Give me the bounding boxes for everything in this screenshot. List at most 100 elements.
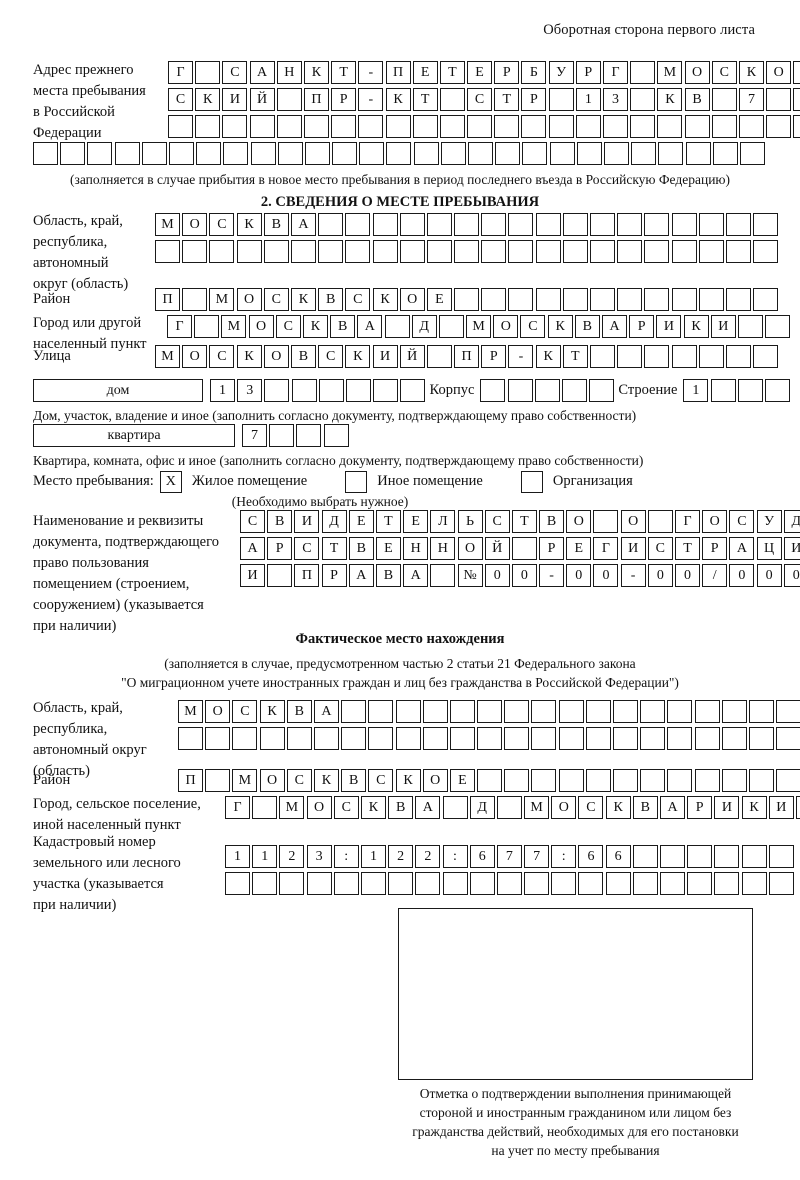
char-cell[interactable] — [660, 845, 685, 868]
char-cell[interactable]: Р — [321, 564, 347, 587]
char-cell[interactable] — [313, 727, 339, 750]
char-cell[interactable]: И — [222, 88, 248, 111]
char-cell[interactable]: К — [385, 88, 411, 111]
char-cell[interactable]: О — [457, 537, 483, 560]
char-cell[interactable]: М — [178, 700, 203, 723]
char-cell[interactable] — [617, 213, 643, 236]
char-cell[interactable]: К — [236, 213, 262, 236]
char-cell[interactable]: А — [290, 213, 316, 236]
char-cell[interactable]: П — [155, 288, 180, 311]
char-cell[interactable] — [345, 240, 371, 263]
char-cell[interactable]: В — [267, 510, 293, 533]
char-cell[interactable]: 7 — [496, 845, 522, 868]
char-cell[interactable]: В — [375, 564, 401, 587]
char-cell[interactable] — [741, 845, 767, 868]
char-cell[interactable]: О — [182, 345, 208, 368]
char-cell[interactable] — [667, 727, 693, 750]
char-cell[interactable] — [698, 240, 724, 263]
char-cell[interactable]: А — [348, 564, 374, 587]
char-cell[interactable] — [426, 345, 452, 368]
char-cell[interactable]: А — [240, 537, 265, 560]
char-cell[interactable]: Т — [494, 88, 520, 111]
char-cell[interactable] — [341, 727, 367, 750]
char-cell[interactable] — [279, 872, 305, 895]
char-cell[interactable]: В — [539, 510, 565, 533]
char-cell[interactable]: - — [539, 564, 565, 587]
char-cell[interactable]: В — [263, 213, 289, 236]
char-cell[interactable] — [558, 769, 584, 792]
char-cell[interactable] — [725, 240, 751, 263]
char-cell[interactable]: Т — [375, 510, 401, 533]
char-cell[interactable]: Л — [430, 510, 456, 533]
char-cell[interactable] — [613, 700, 638, 723]
char-cell[interactable] — [276, 115, 302, 138]
char-cell[interactable]: № — [457, 564, 483, 587]
char-cell[interactable] — [710, 379, 736, 402]
char-cell[interactable]: Р — [539, 537, 565, 560]
char-cell[interactable] — [304, 142, 330, 165]
char-cell[interactable] — [698, 288, 724, 311]
char-cell[interactable]: Р — [629, 315, 655, 338]
char-cell[interactable] — [737, 379, 763, 402]
char-cell[interactable] — [711, 88, 737, 111]
char-cell[interactable] — [617, 240, 643, 263]
char-cell[interactable]: О — [422, 769, 448, 792]
char-cell[interactable] — [630, 61, 656, 84]
char-cell[interactable] — [768, 845, 794, 868]
char-cell[interactable] — [496, 796, 522, 819]
char-cell[interactable]: Н — [403, 537, 429, 560]
char-cell[interactable]: В — [290, 345, 316, 368]
char-cell[interactable]: В — [684, 88, 710, 111]
char-cell[interactable]: С — [263, 288, 289, 311]
char-cell[interactable] — [694, 769, 720, 792]
char-cell[interactable]: М — [155, 213, 180, 236]
char-cell[interactable]: М — [524, 796, 550, 819]
char-cell[interactable] — [318, 240, 344, 263]
char-cell[interactable]: С — [168, 88, 193, 111]
char-cell[interactable] — [331, 115, 357, 138]
char-cell[interactable]: С — [578, 796, 604, 819]
char-cell[interactable] — [590, 213, 615, 236]
stroenie-cells[interactable]: 1 — [683, 379, 792, 402]
char-cell[interactable]: Д — [469, 796, 495, 819]
char-cell[interactable] — [469, 872, 495, 895]
char-cell[interactable] — [667, 769, 693, 792]
char-cell[interactable] — [359, 142, 385, 165]
char-cell[interactable]: П — [303, 88, 329, 111]
char-cell[interactable]: К — [195, 88, 221, 111]
char-cell[interactable] — [494, 115, 520, 138]
char-cell[interactable]: А — [249, 61, 275, 84]
char-cell[interactable] — [504, 727, 530, 750]
char-cell[interactable] — [368, 700, 394, 723]
char-cell[interactable] — [60, 142, 86, 165]
char-cell[interactable]: К — [236, 345, 262, 368]
char-cell[interactable] — [694, 700, 720, 723]
char-cell[interactable] — [430, 564, 456, 587]
char-cell[interactable]: Е — [467, 61, 493, 84]
char-cell[interactable] — [480, 379, 506, 402]
char-cell[interactable]: 6 — [605, 845, 631, 868]
char-cell[interactable]: А — [602, 315, 627, 338]
char-cell[interactable] — [737, 315, 763, 338]
char-cell[interactable]: В — [388, 796, 414, 819]
char-cell[interactable] — [267, 564, 293, 587]
char-cell[interactable] — [249, 115, 275, 138]
char-cell[interactable] — [687, 872, 713, 895]
char-cell[interactable] — [496, 872, 522, 895]
char-cell[interactable]: С — [333, 796, 359, 819]
char-cell[interactable]: О — [248, 315, 274, 338]
char-cell[interactable]: Р — [494, 61, 520, 84]
char-cell[interactable]: Е — [449, 769, 475, 792]
char-cell[interactable] — [630, 115, 656, 138]
char-cell[interactable]: Т — [321, 537, 347, 560]
char-cell[interactable] — [575, 115, 601, 138]
char-cell[interactable] — [439, 88, 465, 111]
char-cell[interactable] — [585, 700, 611, 723]
char-cell[interactable] — [748, 700, 774, 723]
char-cell[interactable]: С — [286, 769, 312, 792]
flat-cells[interactable]: 7 — [242, 424, 351, 447]
char-cell[interactable] — [613, 727, 638, 750]
char-cell[interactable] — [590, 345, 615, 368]
